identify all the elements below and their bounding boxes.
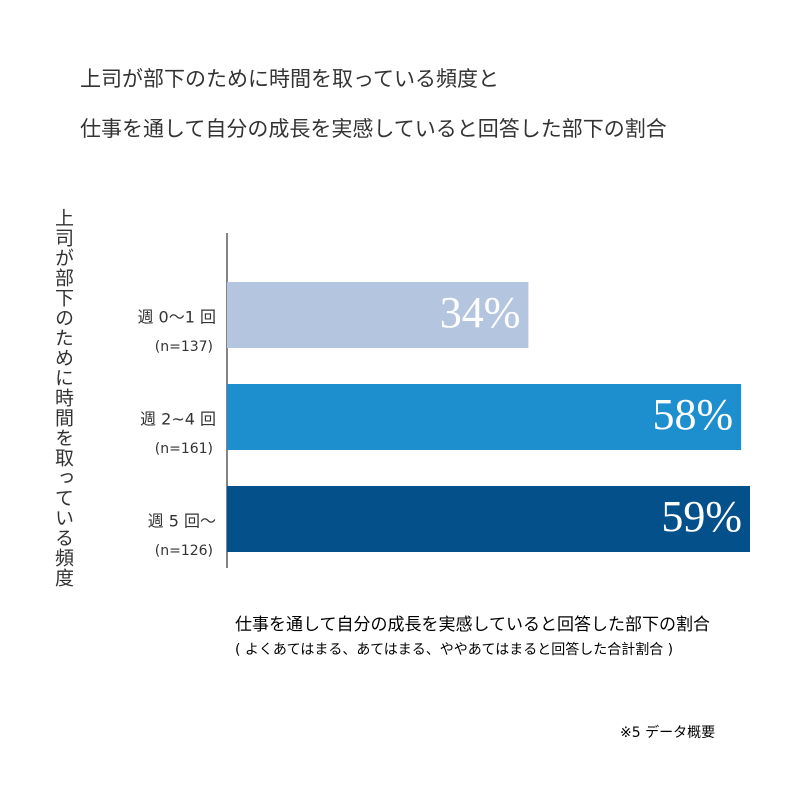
category-note: (n=126): [155, 543, 213, 559]
x-axis-note: ( よくあてはまる、あてはまる、ややあてはまると回答した合計割合 ): [235, 641, 673, 658]
y-axis-label: 上司が部下のために時間を取っている頻度: [52, 208, 74, 588]
category-label: 週 5 回〜: [148, 512, 216, 531]
bar: [227, 282, 529, 348]
category-note: (n=137): [155, 339, 213, 355]
category-note: (n=161): [155, 441, 213, 457]
bar: [227, 486, 750, 552]
value-label: 59%: [661, 492, 742, 541]
chart-title: 上司が部下のために時間を取っている頻度と: [80, 67, 499, 91]
x-axis-label: 仕事を通して自分の成長を実感していると回答した部下の割合: [235, 615, 710, 635]
value-label: 58%: [652, 390, 733, 439]
chart-title: 仕事を通して自分の成長を実感していると回答した部下の割合: [80, 117, 667, 141]
category-label: 週 2~4 回: [140, 410, 216, 429]
category-label: 週 0〜1 回: [137, 308, 216, 327]
bar: [227, 384, 742, 450]
value-label: 34%: [440, 288, 521, 337]
footnote: ※5 データ概要: [620, 724, 715, 741]
